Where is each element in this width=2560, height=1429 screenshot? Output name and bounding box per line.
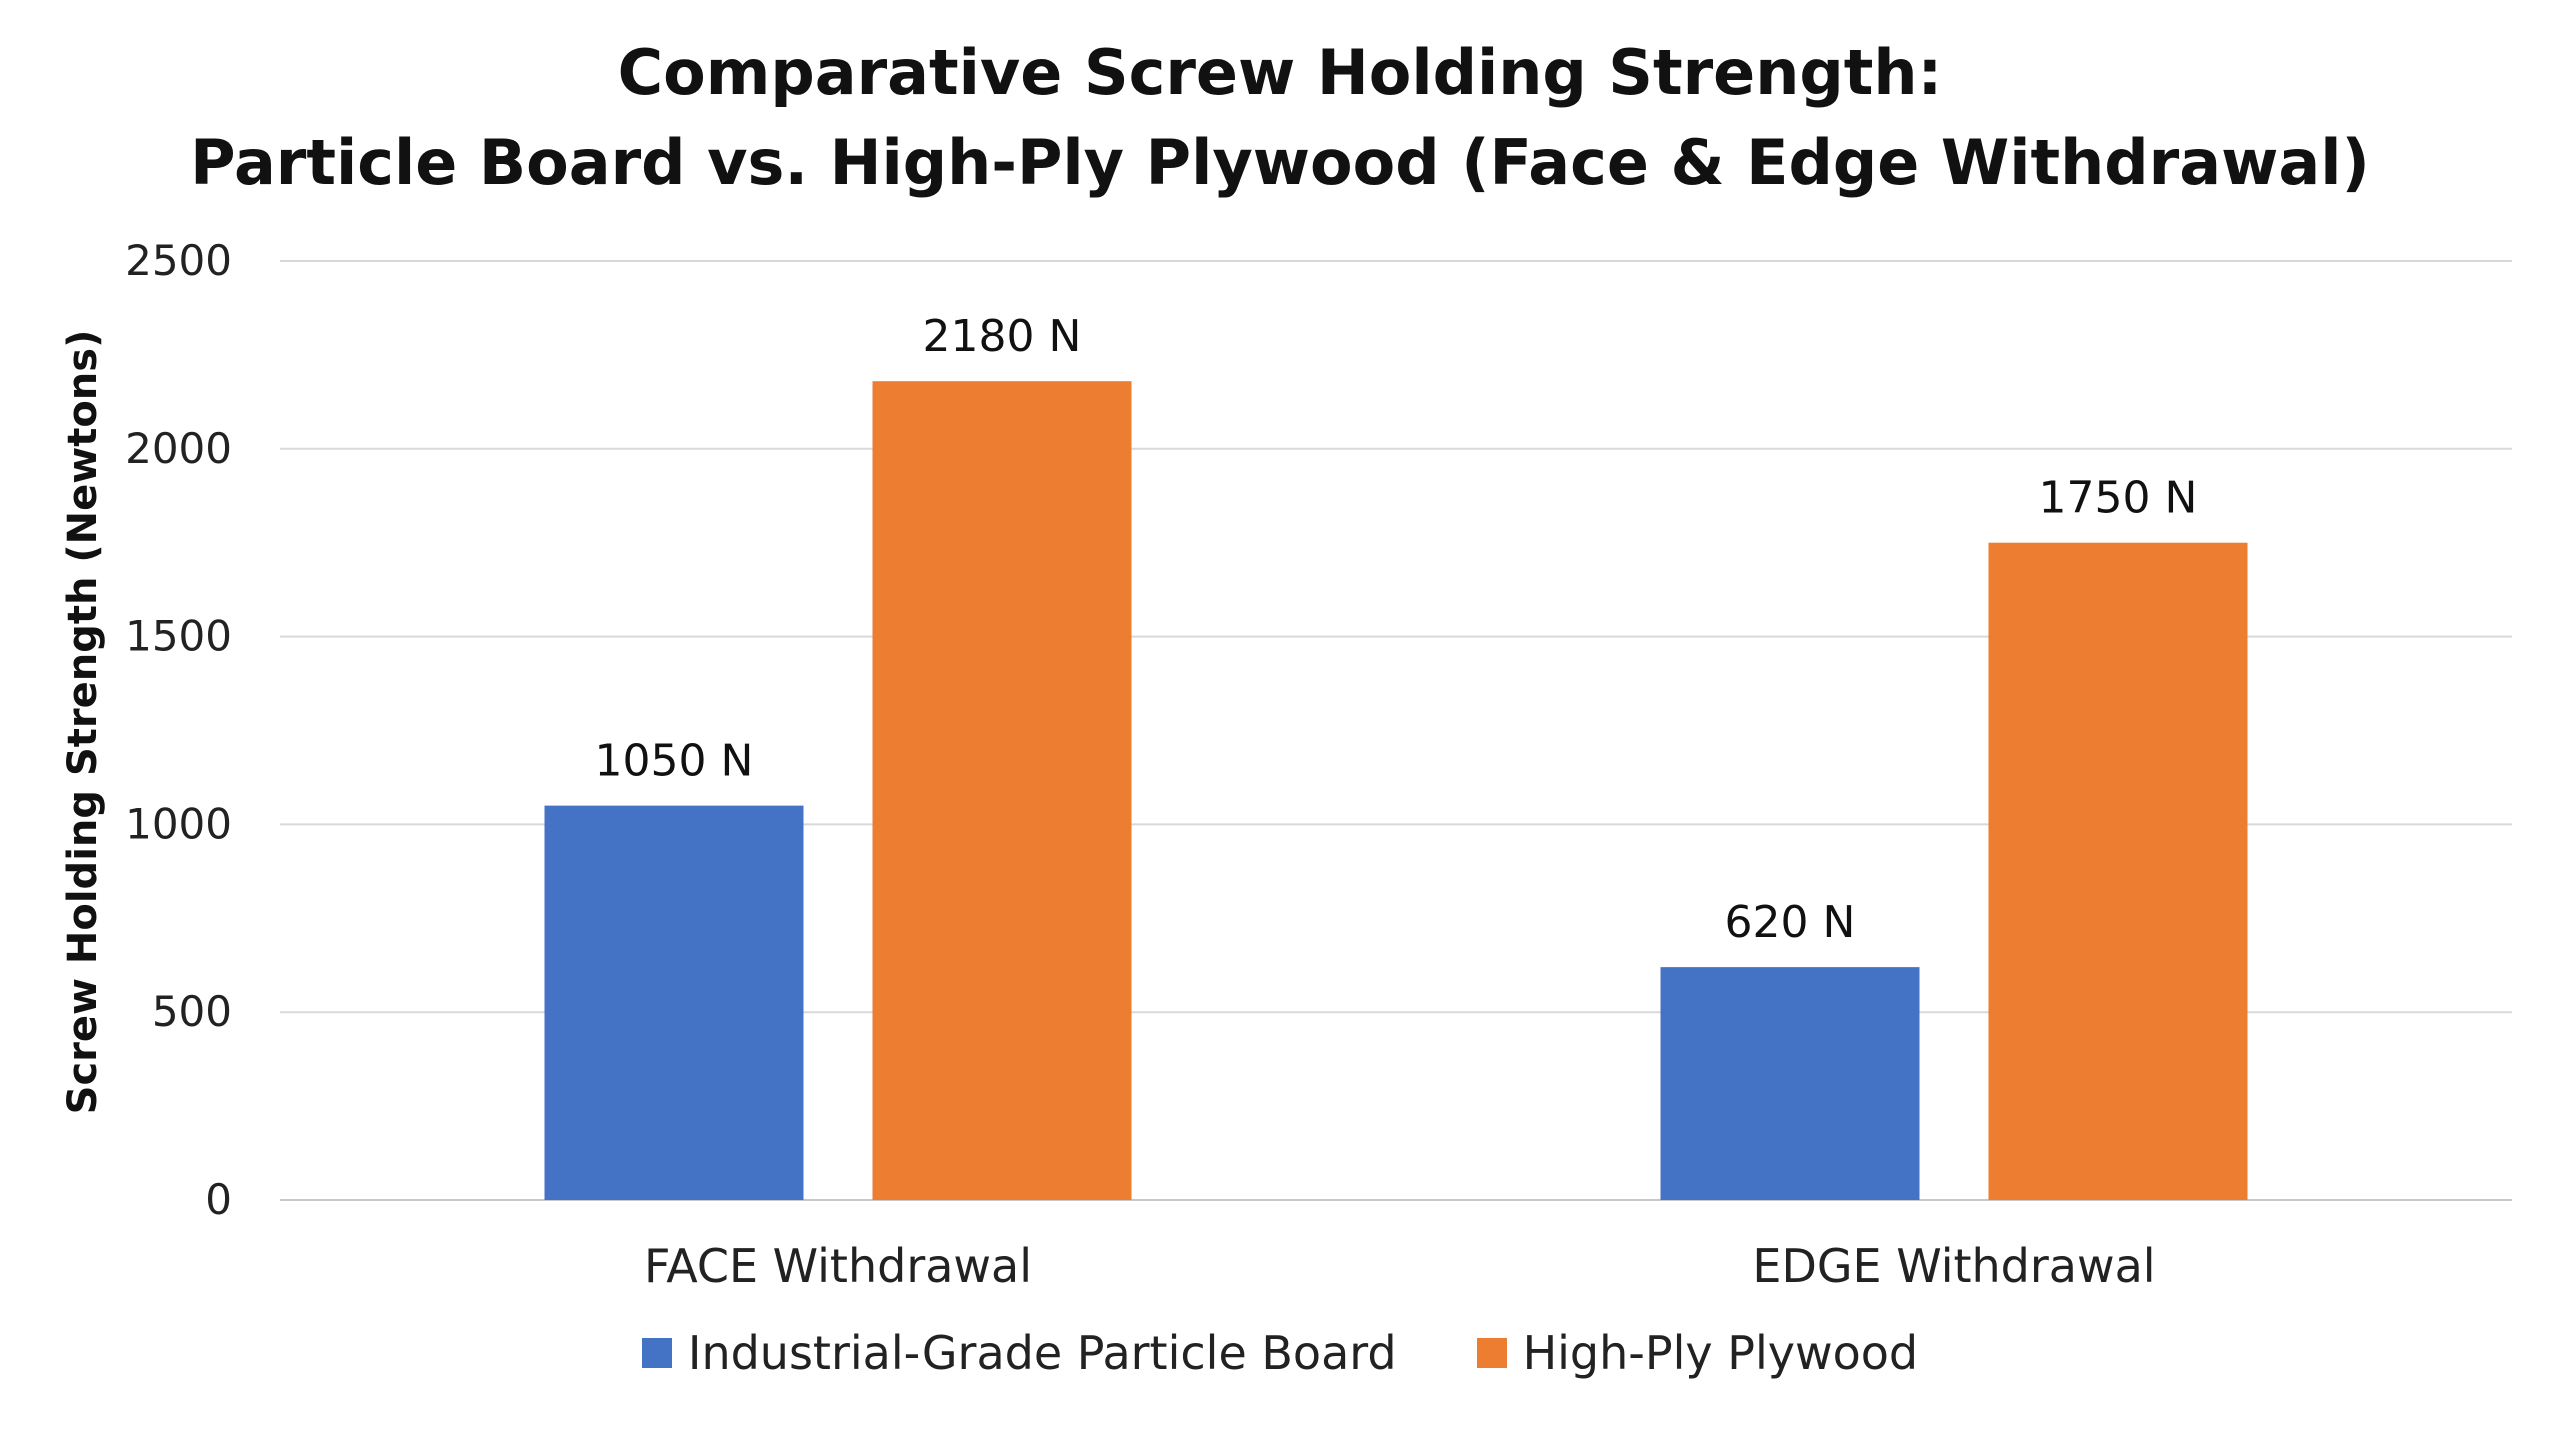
data-label: 1050 N [595, 736, 754, 787]
y-axis-ticks: 0 500 1000 1500 2000 2500 [125, 236, 232, 1224]
data-label: 620 N [1725, 897, 1856, 948]
y-tick-label-2500: 2500 [125, 236, 232, 285]
legend-item-particle-board: Industrial-Grade Particle Board [641, 1326, 1397, 1380]
data-label: 2180 N [923, 311, 1082, 362]
legend-swatch-plywood [1476, 1338, 1507, 1368]
chart-title: Comparative Screw Holding Strength: Part… [0, 28, 2560, 208]
y-tick-label-2000: 2000 [125, 424, 232, 473]
data-label: 1750 N [2039, 473, 2198, 524]
legend-swatch-particle-board [641, 1338, 672, 1368]
y-tick-label-0: 0 [205, 1175, 232, 1224]
chart-title-line-1: Comparative Screw Holding Strength: [617, 36, 1943, 109]
bars [544, 381, 2248, 1200]
legend-label-particle-board: Industrial-Grade Particle Board [687, 1326, 1397, 1380]
chart-title-line-2: Particle Board vs. High-Ply Plywood (Fac… [190, 126, 2370, 199]
y-tick-label-1500: 1500 [125, 612, 232, 661]
x-axis-ticks: FACE Withdrawal EDGE Withdrawal [644, 1239, 2156, 1293]
y-tick-label-1000: 1000 [125, 799, 232, 848]
y-tick-label-500: 500 [152, 987, 232, 1036]
bar-face-withdrawal-series-0 [544, 805, 804, 1200]
legend-label-plywood: High-Ply Plywood [1522, 1326, 1919, 1380]
x-tick-label: EDGE Withdrawal [1752, 1239, 2155, 1293]
legend-item-plywood: High-Ply Plywood [1476, 1326, 1919, 1380]
bar-face-withdrawal-series-1 [872, 381, 1132, 1200]
data-labels: 1050 N 2180 N 620 N 1750 N [595, 311, 2198, 948]
x-tick-label: FACE Withdrawal [644, 1239, 1032, 1293]
bar-edge-withdrawal-series-0 [1660, 967, 1920, 1200]
bar-edge-withdrawal-series-1 [1988, 542, 2248, 1200]
legend: Industrial-Grade Particle Board High-Ply… [0, 1326, 2560, 1380]
y-axis-label: Screw Holding Strength (Newtons) [60, 330, 106, 1115]
